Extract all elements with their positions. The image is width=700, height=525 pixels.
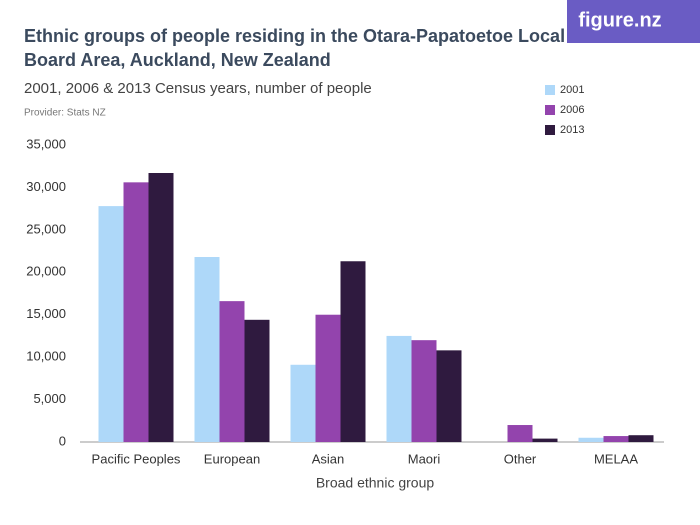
legend-label: 2001 <box>560 84 584 96</box>
legend-swatch <box>545 85 555 95</box>
bar <box>340 261 366 442</box>
legend-swatch <box>545 125 555 135</box>
bar <box>290 364 316 442</box>
bar <box>532 438 558 442</box>
y-tick-label: 0 <box>59 433 66 448</box>
bar <box>315 314 341 442</box>
chart-subtitle: 2001, 2006 & 2013 Census years, number o… <box>24 80 372 97</box>
x-axis-label: Broad ethnic group <box>316 475 435 491</box>
bar <box>98 206 124 442</box>
x-tick-label: Other <box>504 451 537 466</box>
chart-title: Board Area, Auckland, New Zealand <box>24 50 331 70</box>
logo-box <box>567 0 700 43</box>
bar <box>244 319 270 442</box>
x-tick-label: Asian <box>312 451 345 466</box>
bar <box>603 436 629 442</box>
bar <box>386 335 412 442</box>
legend-label: 2013 <box>560 124 584 136</box>
y-tick-label: 5,000 <box>33 391 66 406</box>
y-tick-label: 25,000 <box>26 221 66 236</box>
x-tick-label: Pacific Peoples <box>92 451 181 466</box>
bar <box>578 437 604 442</box>
bar <box>507 425 533 442</box>
x-tick-label: MELAA <box>594 451 638 466</box>
bar <box>436 350 462 442</box>
y-tick-label: 20,000 <box>26 264 66 279</box>
x-tick-label: Maori <box>408 451 441 466</box>
bar <box>194 257 220 442</box>
bar <box>148 173 174 442</box>
bar <box>123 182 149 442</box>
chart-title: Ethnic groups of people residing in the … <box>24 26 565 46</box>
logo: figure.nz <box>578 9 661 31</box>
legend-label: 2006 <box>560 104 584 116</box>
legend-swatch <box>545 105 555 115</box>
provider: Provider: Stats NZ <box>24 108 106 119</box>
y-tick-label: 35,000 <box>26 136 66 151</box>
y-tick-label: 30,000 <box>26 179 66 194</box>
y-tick-label: 10,000 <box>26 349 66 364</box>
bar <box>219 301 245 442</box>
x-tick-label: European <box>204 451 260 466</box>
bar <box>628 435 654 442</box>
y-tick-label: 15,000 <box>26 306 66 321</box>
bar <box>411 340 437 442</box>
